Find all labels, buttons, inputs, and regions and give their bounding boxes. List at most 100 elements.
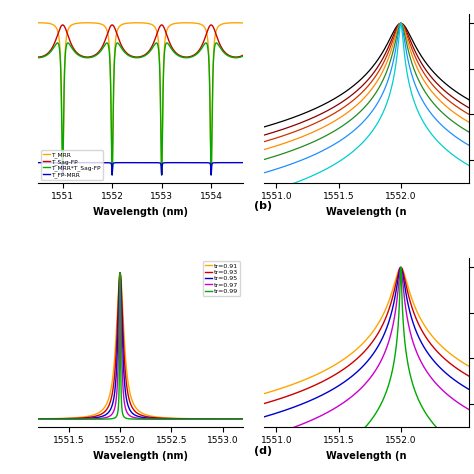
T_FP-MRR	[41, 160, 46, 165]
Line: tr=0.95: tr=0.95	[38, 273, 243, 419]
tr=0.99	[112, 415, 118, 420]
tr=0.91	[85, 413, 91, 419]
T_Sag-FP	[165, 36, 171, 42]
tr=0.93	[127, 400, 133, 405]
T_MRR*T_Sag-FP	[156, 51, 162, 56]
tr=0.97	[127, 413, 133, 419]
T_MRR*T_Sag-FP	[41, 54, 46, 60]
Text: (d): (d)	[254, 446, 272, 456]
tr=0.95	[127, 407, 133, 413]
T_MRR	[165, 25, 171, 30]
tr=0.97	[84, 416, 90, 422]
T_FP-MRR	[107, 160, 113, 166]
tr=0.95	[84, 416, 90, 421]
tr=0.93	[240, 416, 246, 422]
T_MRR	[156, 46, 162, 51]
tr=0.99	[83, 416, 89, 422]
tr=0.97	[112, 402, 118, 408]
Line: tr=0.91: tr=0.91	[38, 273, 243, 419]
T_Sag-FP	[188, 54, 194, 59]
Legend: T_MRR, T_Sag-FP, T_MRR*T_Sag-FP, T_FP-MRR: T_MRR, T_Sag-FP, T_MRR*T_Sag-FP, T_FP-MR…	[41, 150, 103, 180]
tr=0.91	[239, 416, 245, 422]
tr=0.91	[83, 414, 89, 419]
Line: T_Sag-FP: T_Sag-FP	[33, 25, 246, 57]
tr=0.99	[35, 417, 41, 422]
tr=0.95	[239, 416, 245, 422]
T_FP-MRR	[188, 160, 193, 165]
T_MRR	[188, 20, 193, 26]
T_MRR*T_Sag-FP	[30, 54, 36, 60]
X-axis label: Wavelength (nm): Wavelength (nm)	[93, 451, 188, 461]
tr=0.97	[117, 270, 123, 276]
T_FP-MRR	[30, 160, 36, 165]
X-axis label: Wavelength (n: Wavelength (n	[326, 207, 407, 217]
T_MRR	[199, 22, 205, 28]
tr=0.97	[240, 417, 246, 422]
Text: (b): (b)	[254, 201, 272, 211]
Line: tr=0.97: tr=0.97	[38, 273, 243, 419]
tr=0.95	[83, 416, 89, 421]
T_MRR*T_Sag-FP	[243, 52, 249, 57]
tr=0.93	[112, 363, 118, 369]
T_FP-MRR	[233, 160, 239, 165]
tr=0.97	[239, 417, 245, 422]
tr=0.99	[85, 416, 91, 422]
Legend: tr=0.91, tr=0.93, tr=0.95, tr=0.97, tr=0.99: tr=0.91, tr=0.93, tr=0.95, tr=0.97, tr=0…	[203, 261, 240, 296]
T_FP-MRR	[199, 160, 205, 165]
tr=0.99	[240, 417, 246, 422]
T_MRR*T_Sag-FP	[165, 41, 171, 47]
tr=0.97	[83, 416, 89, 422]
T_Sag-FP	[243, 50, 249, 56]
T_MRR	[233, 20, 239, 26]
Line: T_MRR: T_MRR	[33, 23, 246, 175]
tr=0.91	[84, 414, 90, 419]
Line: T_FP-MRR: T_FP-MRR	[33, 163, 246, 175]
X-axis label: Wavelength (nm): Wavelength (nm)	[93, 207, 188, 217]
T_MRR*T_Sag-FP	[199, 45, 205, 50]
tr=0.95	[117, 270, 123, 276]
tr=0.95	[35, 416, 41, 422]
Line: tr=0.93: tr=0.93	[38, 273, 243, 419]
T_FP-MRR	[165, 160, 171, 165]
T_FP-MRR	[60, 172, 65, 178]
tr=0.93	[35, 416, 41, 422]
tr=0.99	[84, 416, 90, 422]
T_MRR*T_Sag-FP	[60, 172, 65, 178]
T_MRR*T_Sag-FP	[107, 62, 113, 68]
tr=0.93	[85, 415, 91, 420]
tr=0.91	[127, 390, 133, 396]
T_MRR*T_Sag-FP	[213, 40, 219, 46]
tr=0.97	[35, 416, 41, 422]
T_Sag-FP	[30, 54, 36, 59]
T_FP-MRR	[243, 160, 249, 165]
T_FP-MRR	[156, 160, 162, 165]
tr=0.97	[85, 416, 91, 422]
tr=0.95	[85, 416, 91, 421]
T_Sag-FP	[35, 54, 41, 60]
tr=0.99	[127, 416, 133, 422]
Line: tr=0.99: tr=0.99	[38, 273, 243, 419]
tr=0.91	[112, 345, 118, 351]
tr=0.91	[240, 416, 246, 422]
tr=0.93	[83, 415, 89, 420]
T_MRR	[60, 172, 65, 178]
T_Sag-FP	[60, 22, 65, 28]
T_MRR	[41, 20, 46, 26]
tr=0.99	[117, 270, 123, 276]
tr=0.93	[117, 270, 123, 276]
Line: T_MRR*T_Sag-FP: T_MRR*T_Sag-FP	[33, 43, 246, 175]
T_Sag-FP	[199, 42, 205, 48]
tr=0.93	[239, 416, 245, 422]
X-axis label: Wavelength (n: Wavelength (n	[326, 451, 407, 461]
tr=0.91	[117, 270, 123, 276]
T_MRR	[107, 58, 113, 64]
T_MRR*T_Sag-FP	[188, 55, 193, 60]
tr=0.91	[35, 416, 41, 422]
T_Sag-FP	[107, 24, 113, 30]
tr=0.93	[84, 415, 90, 420]
T_MRR	[243, 20, 249, 26]
T_MRR	[30, 20, 36, 26]
T_Sag-FP	[41, 53, 46, 59]
T_Sag-FP	[156, 26, 162, 31]
tr=0.95	[240, 416, 246, 422]
